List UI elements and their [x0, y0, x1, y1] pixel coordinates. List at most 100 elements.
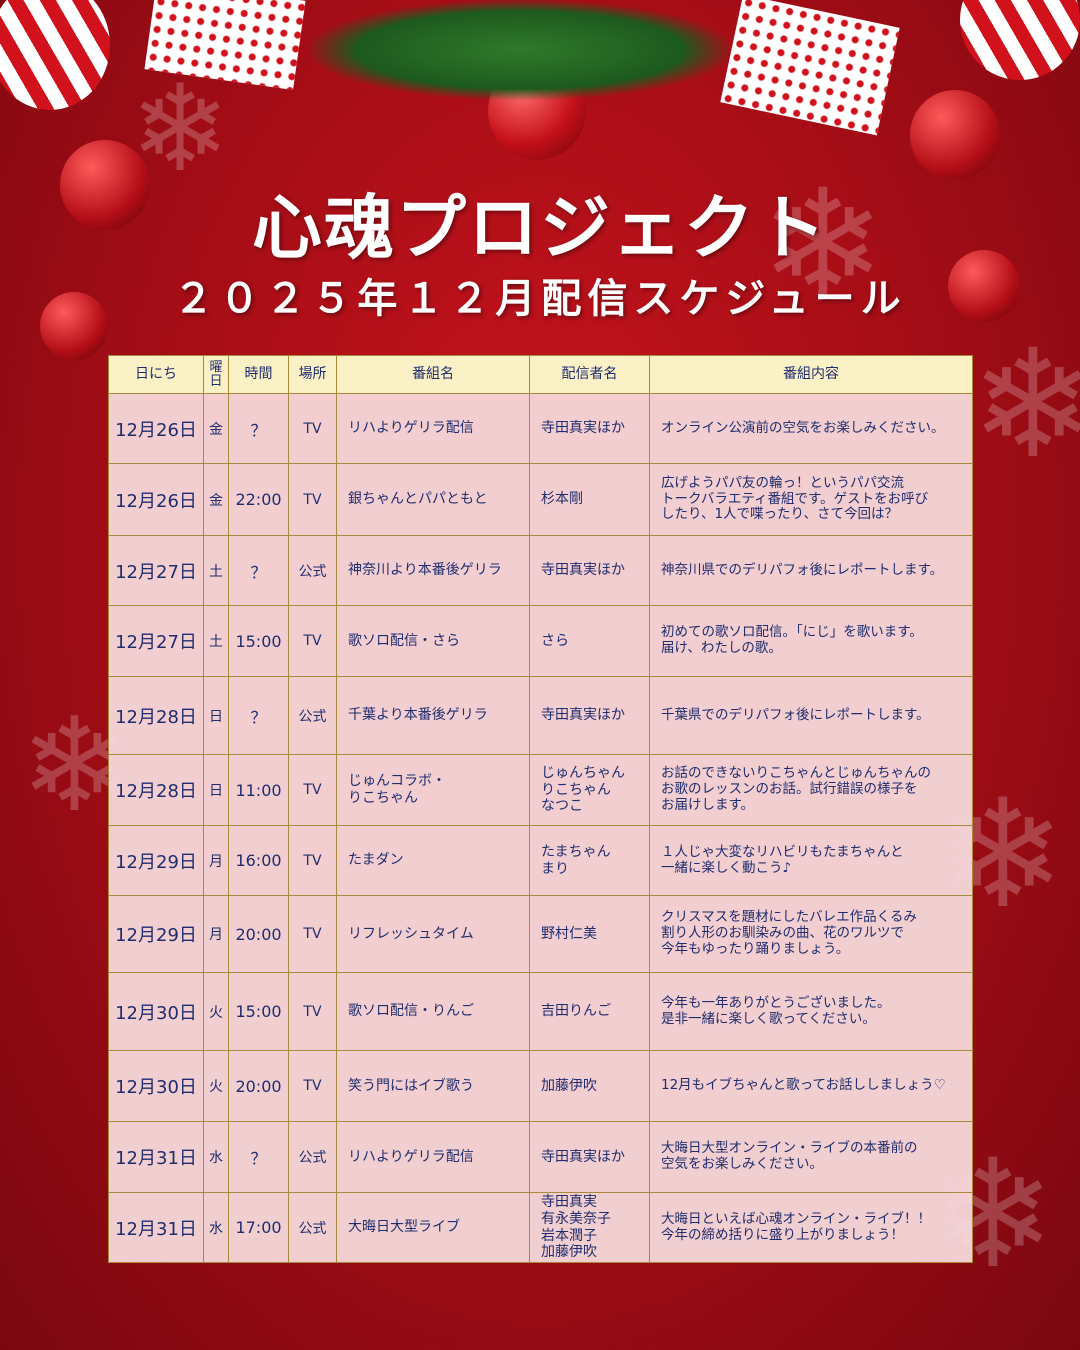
cell-day: 火 [203, 1050, 229, 1122]
cell-program: リハよりゲリラ配信 [336, 1121, 530, 1193]
cell-host: たまちゃん まり [529, 825, 650, 896]
cell-day: 日 [203, 676, 229, 755]
table-row: 12月26日金？ TV リハよりゲリラ配信 寺田真実ほか オンライン公演前の空気をお楽し… [108, 393, 973, 464]
cell-program: じゅんコラボ・ りこちゃん [336, 754, 530, 826]
cell-program: 歌ソロ配信・りんご [336, 972, 530, 1051]
cell-date: 12月27日 [108, 535, 204, 606]
cell-date: 12月31日 [108, 1121, 204, 1193]
cell-program: たまダン [336, 825, 530, 896]
table-row: 12月28日日 11:00 TV じゅんコラボ・ りこちゃん じゅんちゃん りこちゃん … [108, 754, 973, 826]
cell-program: 歌ソロ配信・さら [336, 605, 530, 677]
column-header-day: 曜 日 [203, 355, 229, 394]
cell-desc: 神奈川県でのデリパフォ後にレポートします。 [649, 535, 973, 606]
ornament-ball-icon [910, 90, 1000, 180]
cell-time: 17:00 [228, 1192, 289, 1263]
cell-program: 笑う門にはイブ歌う [336, 1050, 530, 1122]
cell-time: 15:00 [228, 972, 289, 1051]
cell-program: 千葉より本番後ゲリラ [336, 676, 530, 755]
cell-date: 12月26日 [108, 463, 204, 536]
cell-host: 杉本剛 [529, 463, 650, 536]
cell-time: ？ [228, 676, 289, 755]
cell-date: 12月29日 [108, 895, 204, 973]
cell-desc: 12月もイブちゃんと歌ってお話ししましょう♡ [649, 1050, 973, 1122]
cell-time: 16:00 [228, 825, 289, 896]
table-row: 12月27日土 15:00 TV 歌ソロ配信・さら さら 初めての歌ソロ配信。「にじ」を歌… [108, 605, 973, 677]
cell-host: 寺田真実ほか [529, 676, 650, 755]
cell-date: 12月28日 [108, 754, 204, 826]
cell-day: 水 [203, 1121, 229, 1193]
table-row: 12月29日月 20:00 TV リフレッシュタイム 野村仁美 クリスマスを題材にしたバレ… [108, 895, 973, 973]
cell-place: TV [288, 895, 337, 973]
column-header-date: 日にち [108, 355, 204, 394]
schedule-table: 日にち曜 日時間 場所 番組名 配信者名 番組内容 12月26日金？ TV リハよりゲリラ配… [108, 355, 973, 1263]
cell-place: TV [288, 393, 337, 464]
cell-place: TV [288, 463, 337, 536]
cell-program: リフレッシュタイム [336, 895, 530, 973]
cell-place: TV [288, 825, 337, 896]
cell-place: TV [288, 605, 337, 677]
ornament-ball-icon [40, 292, 108, 360]
cell-desc: １人じゃ大変なリハビリもたまちゃんと 一緒に楽しく動こう♪ [649, 825, 973, 896]
snowflake-icon: ❄ [130, 60, 231, 199]
cell-place: TV [288, 972, 337, 1051]
table-row: 12月27日土？公式 神奈川より本番後ゲリラ 寺田真実ほか 神奈川県でのデリパフォ後に… [108, 535, 973, 606]
column-header-time: 時間 [228, 355, 289, 394]
cell-host: 加藤伊吹 [529, 1050, 650, 1122]
cell-host: 寺田真実 有永美奈子 岩本潤子 加藤伊吹 [529, 1192, 650, 1263]
cell-time: 11:00 [228, 754, 289, 826]
cell-day: 月 [203, 895, 229, 973]
cell-place: TV [288, 754, 337, 826]
cell-desc: 大晦日といえば心魂オンライン・ライブ！！ 今年の締め括りに盛り上がりましょう！ [649, 1192, 973, 1263]
ornament-ball-icon [60, 140, 150, 230]
cell-host: 寺田真実ほか [529, 535, 650, 606]
cell-host: 寺田真実ほか [529, 393, 650, 464]
cell-time: 20:00 [228, 895, 289, 973]
cell-time: 15:00 [228, 605, 289, 677]
cell-desc: 広げようパパ友の輪っ！というパパ交流 トークバラエティ番組です。ゲストをお呼び … [649, 463, 973, 536]
cell-date: 12月28日 [108, 676, 204, 755]
cell-host: 吉田りんご [529, 972, 650, 1051]
cell-date: 12月27日 [108, 605, 204, 677]
gift-box-icon [720, 0, 900, 136]
ornament-ball-icon [948, 250, 1020, 322]
cell-program: 大晦日大型ライブ [336, 1192, 530, 1263]
snowflake-icon: ❄ [760, 158, 886, 332]
column-header-host: 配信者名 [529, 355, 650, 394]
pine-branch-icon [310, 0, 730, 100]
cell-date: 12月31日 [108, 1192, 204, 1263]
cell-desc: 初めての歌ソロ配信。「にじ」を歌います。 届け、わたしの歌。 [649, 605, 973, 677]
table-row: 12月26日金 22:00 TV 銀ちゃんとパパともと 杉本剛 広げようパパ友の輪っ！とい… [108, 463, 973, 536]
table-row: 12月30日火 15:00 TV 歌ソロ配信・りんご 吉田りんご 今年も一年ありがとうござ… [108, 972, 973, 1051]
cell-desc: 大晦日大型オンライン・ライブの本番前の 空気をお楽しみください。 [649, 1121, 973, 1193]
column-header-description: 番組内容 [649, 355, 973, 394]
cell-program: 神奈川より本番後ゲリラ [336, 535, 530, 606]
page-subtitle: ２０２５年１２月配信スケジュール [173, 275, 907, 322]
cell-program: 銀ちゃんとパパともと [336, 463, 530, 536]
cell-place: 公式 [288, 1121, 337, 1193]
table-row: 12月28日日？公式 千葉より本番後ゲリラ 寺田真実ほか 千葉県でのデリパフォ後にレポ… [108, 676, 973, 755]
cell-host: 寺田真実ほか [529, 1121, 650, 1193]
cell-date: 12月26日 [108, 393, 204, 464]
table-row: 12月30日火 20:00 TV 笑う門にはイブ歌う 加藤伊吹 12月もイブちゃんと歌って… [108, 1050, 973, 1122]
cell-desc: お話のできないりこちゃんとじゅんちゃんの お歌のレッスンのお話。試行錯誤の様子を… [649, 754, 973, 826]
cell-place: 公式 [288, 676, 337, 755]
cell-day: 火 [203, 972, 229, 1051]
column-header-program: 番組名 [336, 355, 530, 394]
cell-program: リハよりゲリラ配信 [336, 393, 530, 464]
column-header-place: 場所 [288, 355, 337, 394]
cell-day: 日 [203, 754, 229, 826]
cell-place: 公式 [288, 535, 337, 606]
striped-ornament-icon [0, 0, 110, 110]
cell-desc: オンライン公演前の空気をお楽しみください。 [649, 393, 973, 464]
snowflake-icon: ❄ [970, 318, 1080, 492]
cell-host: じゅんちゃん りこちゃん なつこ [529, 754, 650, 826]
cell-time: ？ [228, 393, 289, 464]
cell-time: 22:00 [228, 463, 289, 536]
cell-day: 月 [203, 825, 229, 896]
cell-host: さら [529, 605, 650, 677]
cell-desc: 今年も一年ありがとうございました。 是非一緒に楽しく歌ってください。 [649, 972, 973, 1051]
table-row: 12月31日水？公式 リハよりゲリラ配信 寺田真実ほか 大晦日大型オンライン・ライブの… [108, 1121, 973, 1193]
cell-date: 12月30日 [108, 1050, 204, 1122]
cell-time: ？ [228, 535, 289, 606]
cell-day: 金 [203, 393, 229, 464]
